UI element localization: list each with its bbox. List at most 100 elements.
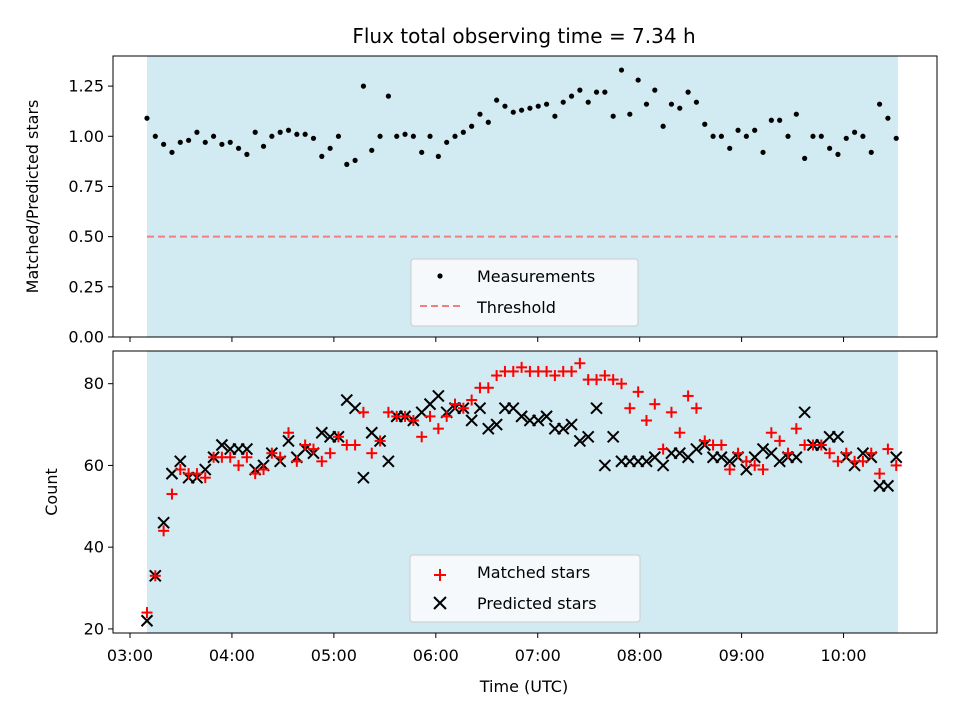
legend-matched-stars: Matched stars	[477, 563, 590, 582]
matched-star-point	[224, 451, 236, 463]
predicted-stars-points	[140, 389, 903, 627]
x-tick-label: 10:00	[821, 646, 867, 665]
measurement-point	[743, 133, 749, 139]
predicted-star-point	[465, 414, 478, 427]
bottom-y-tick-label: 40	[84, 538, 104, 557]
measurement-point	[410, 133, 416, 139]
top-y-tick-label: 0.50	[68, 227, 104, 246]
measurement-point	[727, 145, 733, 151]
matched-star-point	[466, 394, 478, 406]
measurement-point	[785, 133, 791, 139]
matched-star-point	[732, 447, 744, 459]
measurement-point	[535, 103, 541, 109]
measurement-point	[668, 101, 675, 107]
measurement-point	[602, 89, 608, 95]
measurement-point	[427, 133, 433, 139]
bottom-y-ticks: 20 40 60 80	[84, 374, 113, 638]
measurement-point	[893, 135, 899, 141]
matched-star-point	[616, 378, 628, 390]
matched-star-point	[258, 464, 270, 476]
top-legend: Measurements Threshold	[410, 258, 639, 327]
measurement-point	[444, 139, 450, 145]
measurement-point	[485, 119, 491, 125]
measurement-point	[269, 133, 275, 139]
matched-star-point	[665, 406, 677, 418]
x-tick-label: 08:00	[617, 646, 663, 665]
matched-star-point	[366, 447, 378, 459]
measurement-point	[793, 111, 799, 117]
measurement-point	[452, 133, 458, 139]
matched-star-point	[382, 406, 394, 418]
matched-star-point	[266, 447, 278, 459]
matched-star-point	[149, 570, 161, 582]
predicted-star-point	[382, 455, 395, 468]
measurement-point	[327, 145, 333, 151]
top-y-tick-label: 0.25	[68, 277, 104, 296]
matched-star-point	[191, 468, 203, 480]
matched-star-point	[657, 443, 669, 455]
measurement-point	[385, 93, 392, 99]
measurement-point	[693, 99, 700, 105]
matched-star-point	[316, 455, 328, 467]
measurement-point	[169, 149, 175, 155]
predicted-star-point	[240, 442, 254, 456]
measurement-point	[760, 149, 766, 155]
measurement-point	[435, 153, 441, 159]
predicted-star-point	[432, 389, 445, 403]
predicted-star-point	[482, 422, 495, 435]
measurement-point	[277, 129, 283, 135]
measurement-point	[710, 133, 716, 139]
predicted-star-point	[282, 434, 295, 448]
measurement-point	[885, 115, 891, 121]
matched-star-point	[516, 361, 528, 373]
predicted-star-point	[174, 455, 187, 468]
measurement-point	[319, 153, 325, 159]
bottom-axes-frame	[112, 350, 938, 634]
matched-star-point	[449, 398, 461, 410]
predicted-star-point	[557, 422, 570, 435]
measurement-point	[702, 121, 708, 127]
top-y-tick-label: 1.25	[68, 77, 104, 96]
bottom-legend: Matched stars Predicted stars	[409, 554, 641, 623]
matched-stars-points	[141, 357, 902, 619]
measurement-point	[252, 129, 258, 135]
matched-star-point	[749, 459, 761, 471]
predicted-star-point	[215, 438, 229, 452]
matched-star-point	[482, 382, 494, 394]
matched-star-point	[599, 370, 611, 382]
matched-star-point	[399, 410, 411, 422]
matched-star-point	[757, 464, 769, 476]
matched-star-point	[491, 370, 503, 382]
measurement-point	[144, 115, 150, 121]
x-axis-label: Time (UTC)	[479, 677, 568, 696]
x-tick-label: 07:00	[515, 646, 561, 665]
measurement-point	[477, 111, 483, 117]
top-y-axis-label: Matched/Predicted stars	[23, 100, 42, 294]
predicted-star-point	[473, 402, 487, 415]
matched-star-point	[624, 402, 636, 414]
measurement-point	[494, 97, 500, 103]
matched-star-point	[249, 468, 261, 480]
matched-star-point	[607, 374, 619, 386]
matched-star-point	[782, 447, 794, 459]
measurement-point	[685, 89, 691, 95]
predicted-star-point	[723, 455, 736, 468]
matched-legend-marker	[434, 569, 446, 581]
measurement-point	[577, 87, 583, 93]
matched-star-point	[299, 439, 311, 451]
measurement-point	[344, 161, 350, 167]
measurement-point	[502, 103, 508, 109]
x-tick-label: 09:00	[719, 646, 765, 665]
top-legend-box	[410, 258, 639, 327]
measurement-legend-marker	[437, 273, 443, 279]
measurement-point	[335, 133, 342, 139]
measurement-point	[585, 99, 591, 105]
measurement-point	[210, 133, 217, 139]
predicted-star-point	[773, 455, 786, 468]
measurement-point	[652, 87, 658, 93]
bottom-x-ticks: 03:00 04:00 05:00 06:00 07:00 08:00 09:00 10:00	[107, 633, 867, 665]
matched-star-point	[640, 414, 652, 426]
matched-star-point	[882, 443, 894, 455]
matched-star-point	[283, 427, 295, 439]
